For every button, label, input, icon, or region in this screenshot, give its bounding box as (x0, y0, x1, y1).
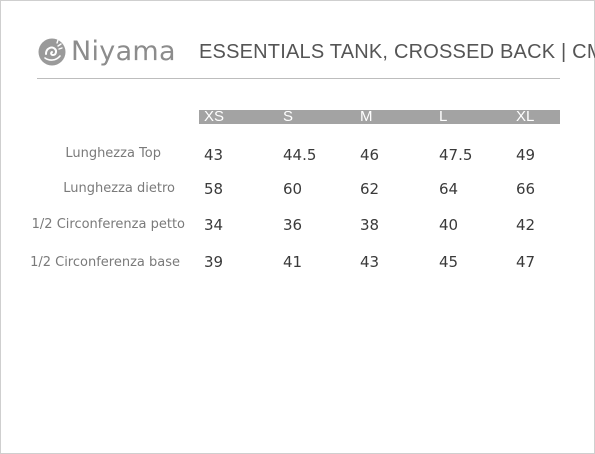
row-label-lunghezza-top: Lunghezza Top (65, 146, 161, 161)
cell: 62 (360, 180, 380, 198)
cell: 43 (204, 146, 224, 164)
brand-logo: Niyama (37, 37, 176, 67)
cell: 41 (283, 253, 303, 271)
cell: 47.5 (439, 146, 473, 164)
cell: 40 (439, 216, 459, 234)
brand-name: Niyama (71, 36, 176, 67)
row-label-circonferenza-base: 1/2 Circonferenza base (30, 255, 180, 270)
cell: 66 (516, 180, 536, 198)
size-header-bar (199, 110, 560, 124)
cell: 46 (360, 146, 380, 164)
cell: 39 (204, 253, 224, 271)
cell: 36 (283, 216, 303, 234)
row-label-circonferenza-petto: 1/2 Circonferenza petto (31, 217, 185, 232)
cell: 49 (516, 146, 536, 164)
niyama-logo-icon (38, 38, 66, 66)
cell: 38 (360, 216, 380, 234)
size-header-xs: XS (204, 108, 225, 125)
row-label-lunghezza-dietro: Lunghezza dietro (63, 181, 175, 196)
page-title: ESSENTIALS TANK, CROSSED BACK | CM (199, 41, 595, 63)
cell: 60 (283, 180, 303, 198)
cell: 45 (439, 253, 459, 271)
cell: 58 (204, 180, 224, 198)
cell: 42 (516, 216, 536, 234)
cell: 47 (516, 253, 536, 271)
size-header-m: M (360, 108, 373, 125)
title-divider (37, 78, 560, 79)
cell: 43 (360, 253, 380, 271)
size-header-xl: XL (516, 108, 535, 125)
cell: 34 (204, 216, 224, 234)
cell: 44.5 (283, 146, 317, 164)
cell: 64 (439, 180, 459, 198)
size-header-s: S (283, 108, 294, 125)
size-header-l: L (439, 108, 448, 125)
